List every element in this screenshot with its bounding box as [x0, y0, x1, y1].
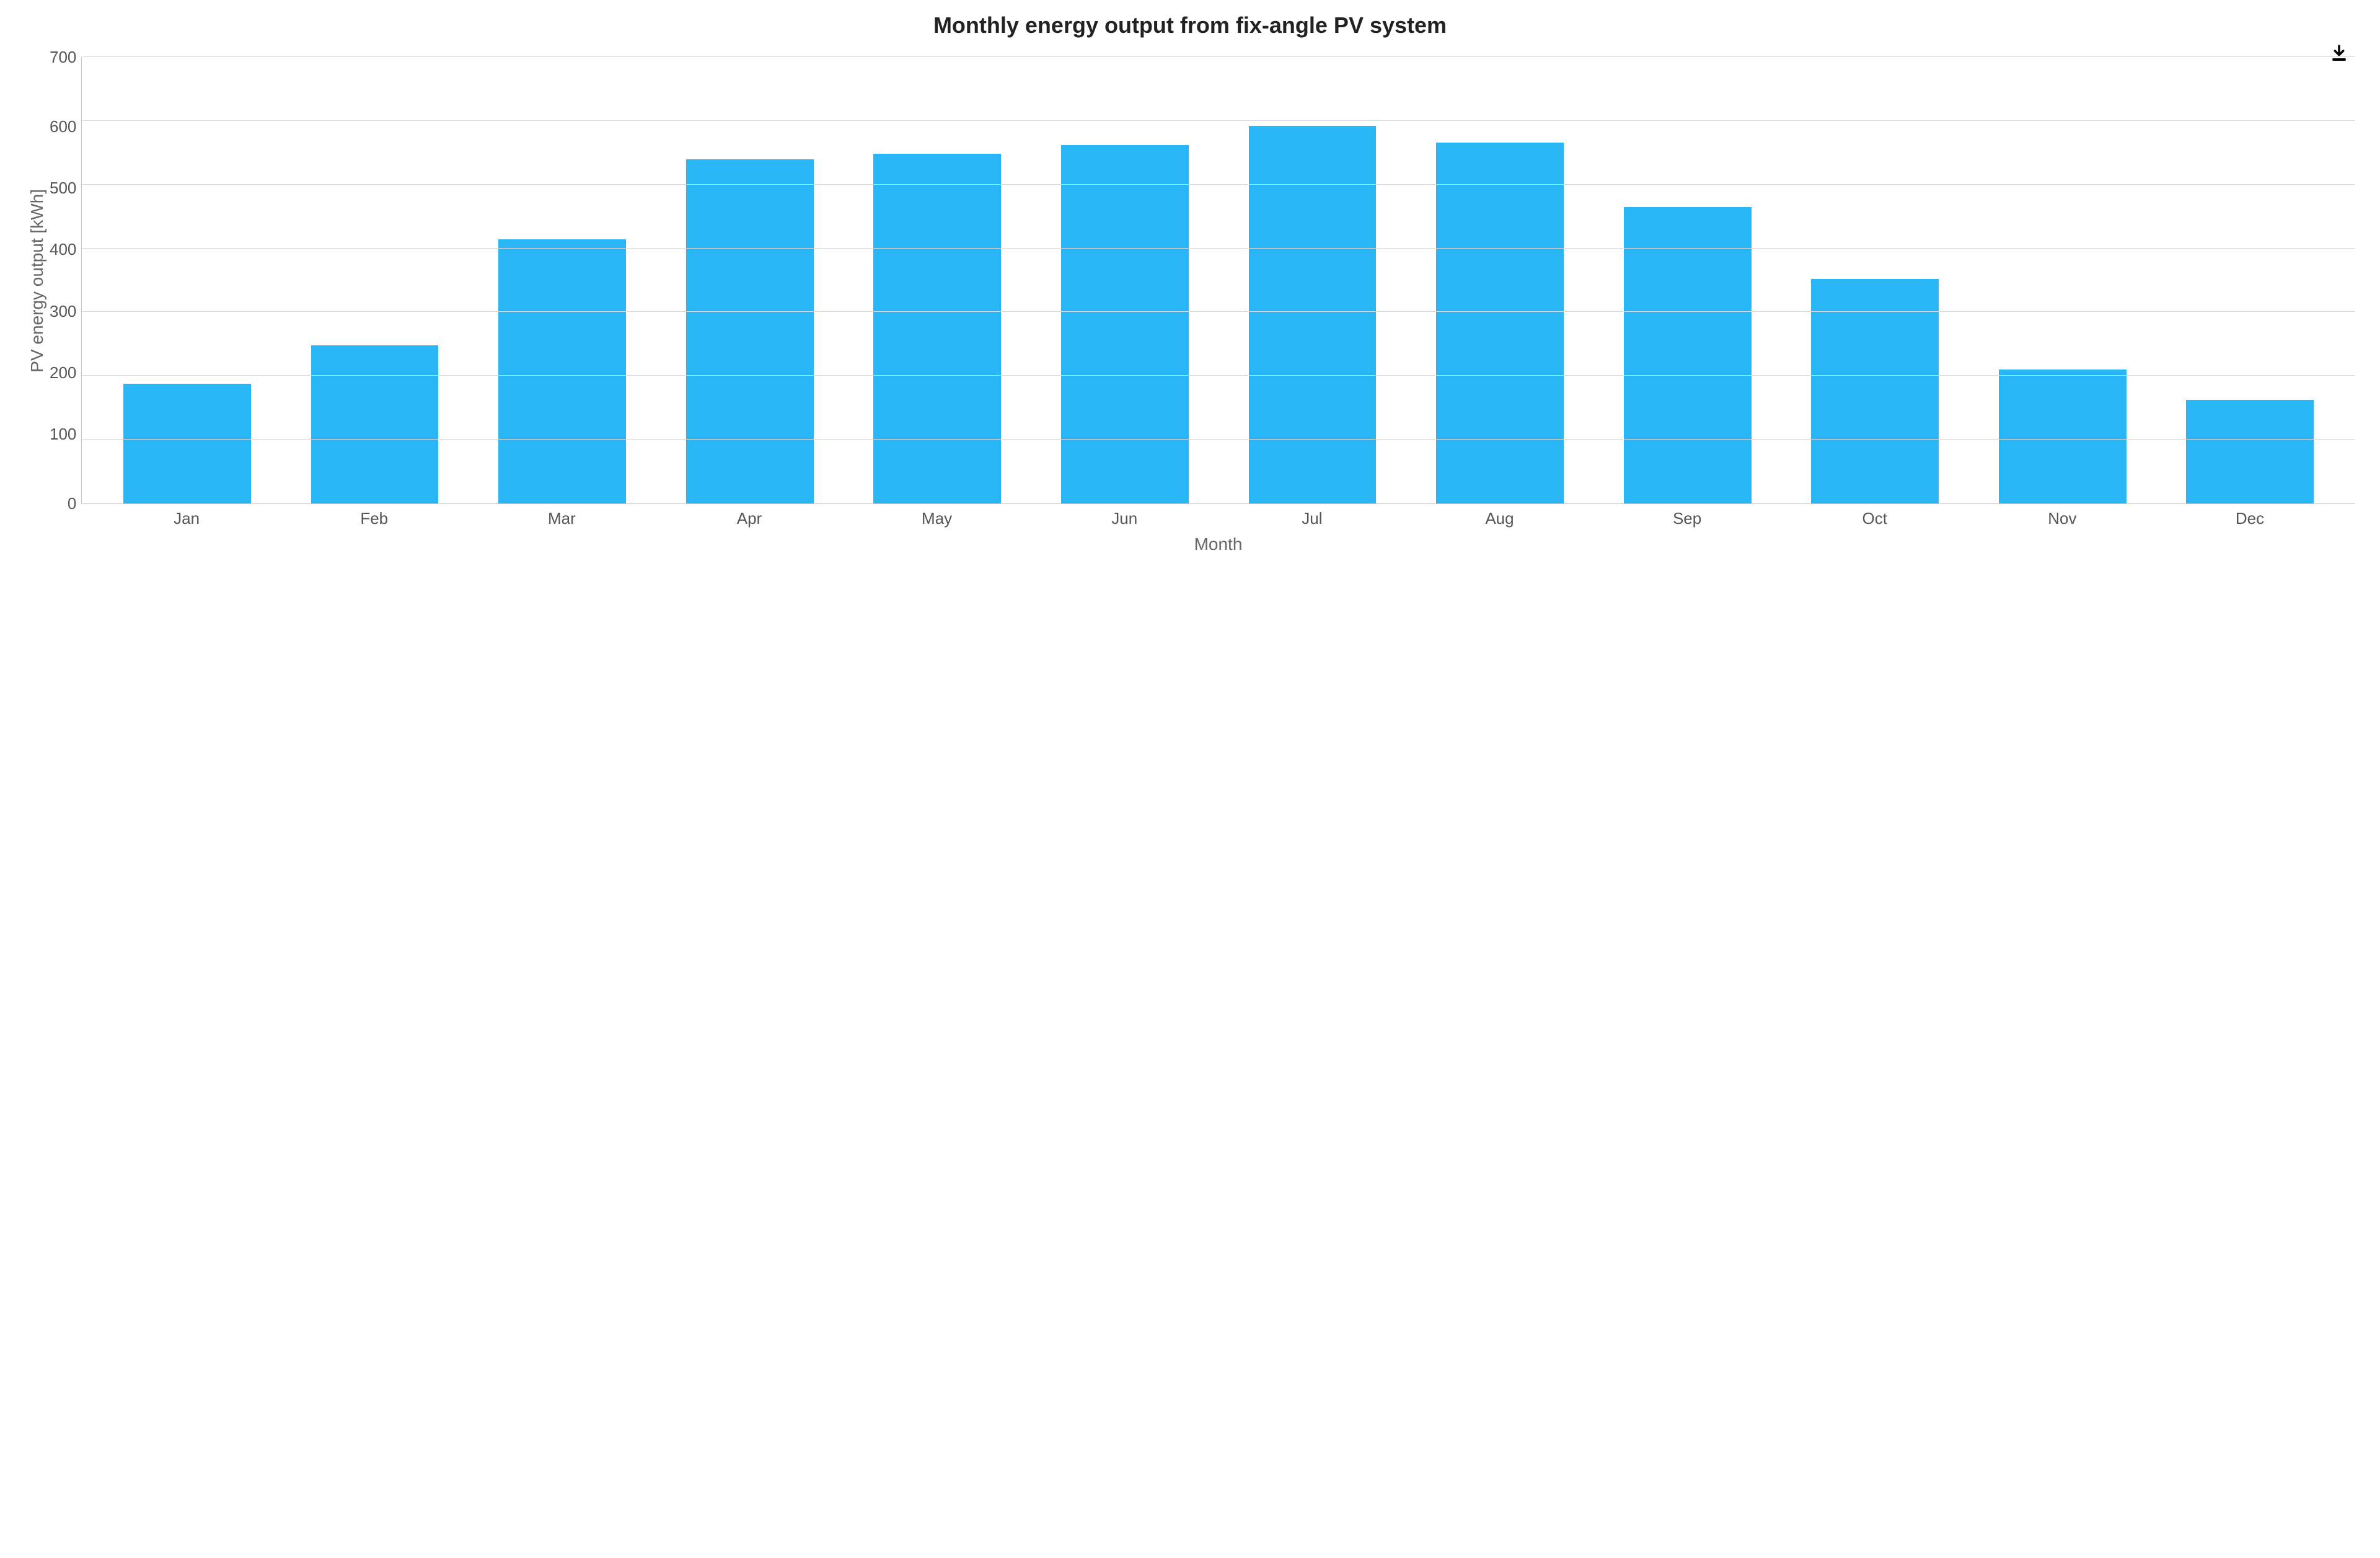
- gridline: [82, 375, 2355, 376]
- gridline: [82, 248, 2355, 249]
- x-tick: Nov: [1968, 509, 2156, 528]
- gridline: [82, 56, 2355, 57]
- bar-slot: [94, 57, 281, 503]
- x-tick: Feb: [280, 509, 468, 528]
- y-tick: 500: [50, 180, 76, 196]
- bar: [1436, 143, 1564, 503]
- bar-slot: [1219, 57, 1406, 503]
- y-tick: 400: [50, 241, 76, 257]
- bar-slot: [1406, 57, 1594, 503]
- y-tick: 0: [50, 495, 76, 511]
- chart-title: Monthly energy output from fix-angle PV …: [25, 12, 2355, 38]
- bar: [686, 159, 814, 503]
- bars-container: [82, 57, 2355, 503]
- gridline: [82, 184, 2355, 185]
- x-ticks: JanFebMarAprMayJunJulAugSepOctNovDec: [81, 504, 2355, 528]
- ylabel-cell: PV energy output [kWh]: [25, 57, 50, 504]
- gridline: [82, 120, 2355, 121]
- gridline: [82, 439, 2355, 440]
- bar: [1811, 279, 1939, 503]
- x-tick: May: [843, 509, 1031, 528]
- bar: [123, 384, 251, 503]
- y-tick: 300: [50, 303, 76, 319]
- x-tick: Jul: [1219, 509, 1406, 528]
- chart-container: Monthly energy output from fix-angle PV …: [0, 0, 2380, 579]
- bar-slot: [1969, 57, 2157, 503]
- bar: [2186, 400, 2314, 503]
- bar: [1061, 145, 1189, 503]
- y-tick: 600: [50, 118, 76, 135]
- bar-slot: [1031, 57, 1219, 503]
- y-ticks: 7006005004003002001000: [50, 57, 81, 503]
- plot-area: [81, 57, 2355, 504]
- y-axis-label: PV energy output [kWh]: [27, 189, 47, 373]
- plot-row: PV energy output [kWh] 70060050040030020…: [25, 57, 2355, 504]
- bar: [498, 239, 626, 503]
- x-tick: Jun: [1031, 509, 1219, 528]
- x-tick: Oct: [1781, 509, 1968, 528]
- bar-slot: [469, 57, 656, 503]
- x-tick: Apr: [656, 509, 844, 528]
- bar: [873, 154, 1001, 503]
- bar: [311, 345, 439, 503]
- bar-slot: [2156, 57, 2344, 503]
- y-tick: 200: [50, 365, 76, 381]
- bar-slot: [656, 57, 844, 503]
- y-tick: 700: [50, 49, 76, 65]
- gridline: [82, 311, 2355, 312]
- bar-slot: [844, 57, 1031, 503]
- bar: [1999, 370, 2127, 503]
- bar-slot: [1781, 57, 1969, 503]
- x-tick: Dec: [2156, 509, 2344, 528]
- x-tick: Mar: [468, 509, 656, 528]
- x-axis-row: JanFebMarAprMayJunJulAugSepOctNovDec: [25, 504, 2355, 528]
- y-tick: 100: [50, 426, 76, 442]
- x-axis-label: Month: [81, 534, 2355, 554]
- bar-slot: [281, 57, 469, 503]
- bar: [1249, 126, 1377, 503]
- bar-slot: [1593, 57, 1781, 503]
- x-tick: Aug: [1406, 509, 1593, 528]
- x-tick: Sep: [1593, 509, 1781, 528]
- bar: [1624, 207, 1752, 503]
- x-tick: Jan: [93, 509, 281, 528]
